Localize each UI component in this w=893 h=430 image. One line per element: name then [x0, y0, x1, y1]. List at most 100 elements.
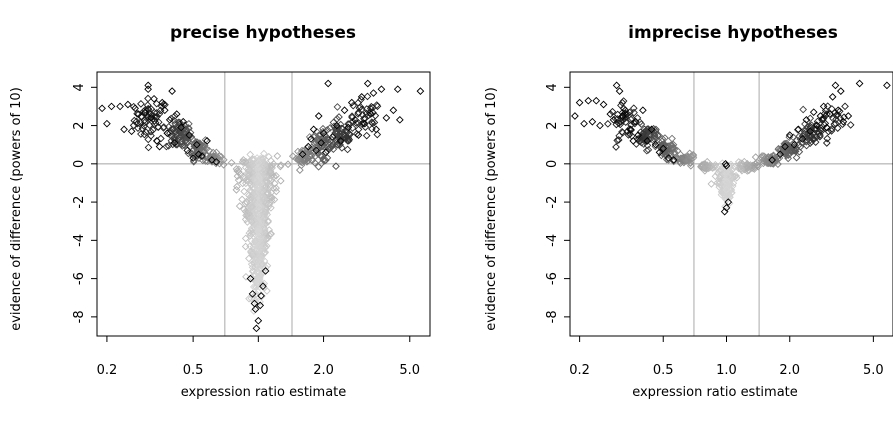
data-point	[198, 143, 207, 152]
data-point	[263, 188, 272, 197]
data-point	[241, 215, 250, 224]
data-point	[795, 147, 804, 156]
x-tick-label: 2.0	[779, 363, 800, 378]
data-point	[130, 116, 139, 125]
data-point	[363, 92, 372, 101]
data-point	[722, 161, 731, 170]
data-point	[233, 182, 241, 191]
x-tick-label: 1.0	[716, 363, 737, 378]
data-point	[257, 291, 265, 300]
x-tick-label: 2.0	[313, 363, 334, 378]
data-point	[262, 182, 271, 191]
data-point	[580, 119, 588, 128]
data-point	[256, 298, 264, 306]
x-tick-label: 0.2	[569, 363, 590, 378]
x-tick-label: 1.0	[248, 363, 269, 378]
data-point	[257, 254, 265, 262]
data-point	[261, 199, 270, 208]
data-point	[838, 120, 847, 129]
data-point	[354, 110, 362, 118]
data-point	[358, 105, 366, 114]
x-tick-label: 5.0	[863, 363, 884, 378]
data-point	[259, 204, 268, 212]
data-point	[617, 117, 625, 126]
data-point	[255, 175, 264, 183]
data-point	[363, 79, 372, 88]
data-point	[249, 250, 258, 259]
data-point	[160, 106, 169, 115]
data-point	[738, 166, 746, 175]
data-point	[612, 143, 620, 151]
data-point	[309, 125, 318, 134]
data-point	[163, 129, 172, 138]
data-point	[655, 148, 664, 157]
data-point	[257, 270, 266, 279]
data-point	[798, 135, 807, 143]
data-point	[724, 183, 732, 191]
y-axis-label: evidence of difference (powers of 10)	[484, 87, 499, 331]
data-point	[319, 129, 328, 138]
data-point	[357, 93, 366, 101]
data-point	[806, 127, 814, 136]
data-point	[177, 123, 185, 132]
y-tick-label: -2	[545, 196, 560, 209]
data-point	[324, 79, 332, 88]
data-point	[796, 143, 805, 151]
data-point	[232, 165, 241, 173]
data-point	[785, 133, 794, 141]
data-point	[611, 114, 620, 123]
data-point	[153, 112, 161, 121]
y-tick-label: -8	[72, 310, 87, 323]
data-point	[768, 156, 777, 164]
data-point	[242, 197, 251, 206]
data-point	[247, 202, 256, 211]
data-point	[354, 125, 363, 134]
data-point	[369, 108, 377, 117]
data-point	[689, 151, 698, 160]
data-point	[153, 137, 161, 145]
data-point	[336, 138, 344, 147]
data-point	[819, 102, 828, 111]
data-point	[256, 301, 265, 310]
data-point	[296, 166, 304, 174]
data-point	[276, 176, 285, 185]
data-point	[263, 189, 272, 198]
data-point	[247, 294, 256, 303]
data-point	[131, 104, 139, 113]
y-tick-label: -2	[72, 196, 87, 209]
data-point	[337, 135, 345, 143]
data-point	[245, 191, 253, 200]
data-point	[203, 137, 211, 145]
data-point	[259, 192, 267, 201]
y-tick-label: 2	[545, 121, 560, 129]
data-point	[744, 166, 753, 175]
data-point	[147, 114, 155, 122]
data-point	[134, 110, 143, 118]
panel-imprecise-hypotheses: imprecise hypotheses 0.2 0.5 1.0 2.0 5.0 4 2 0 -2…	[484, 23, 893, 400]
data-point	[304, 142, 313, 151]
data-point	[170, 138, 179, 147]
data-point	[810, 135, 818, 143]
data-point	[199, 156, 207, 165]
data-point	[164, 141, 173, 150]
data-point	[332, 121, 341, 130]
data-point	[722, 185, 731, 194]
data-point	[267, 196, 276, 205]
data-point	[272, 184, 280, 192]
data-point	[159, 123, 168, 131]
data-point	[340, 106, 349, 115]
data-point	[173, 140, 181, 149]
x-axis-label: expression ratio estimate	[181, 385, 347, 400]
data-point	[711, 160, 720, 169]
data-point	[232, 186, 241, 194]
data-point	[333, 115, 341, 123]
data-point	[314, 162, 323, 171]
data-point	[358, 111, 367, 119]
data-point	[245, 254, 253, 263]
data-point	[643, 137, 652, 145]
data-point	[316, 151, 324, 160]
data-point	[259, 211, 268, 220]
data-point	[132, 117, 141, 126]
data-point	[247, 226, 255, 235]
